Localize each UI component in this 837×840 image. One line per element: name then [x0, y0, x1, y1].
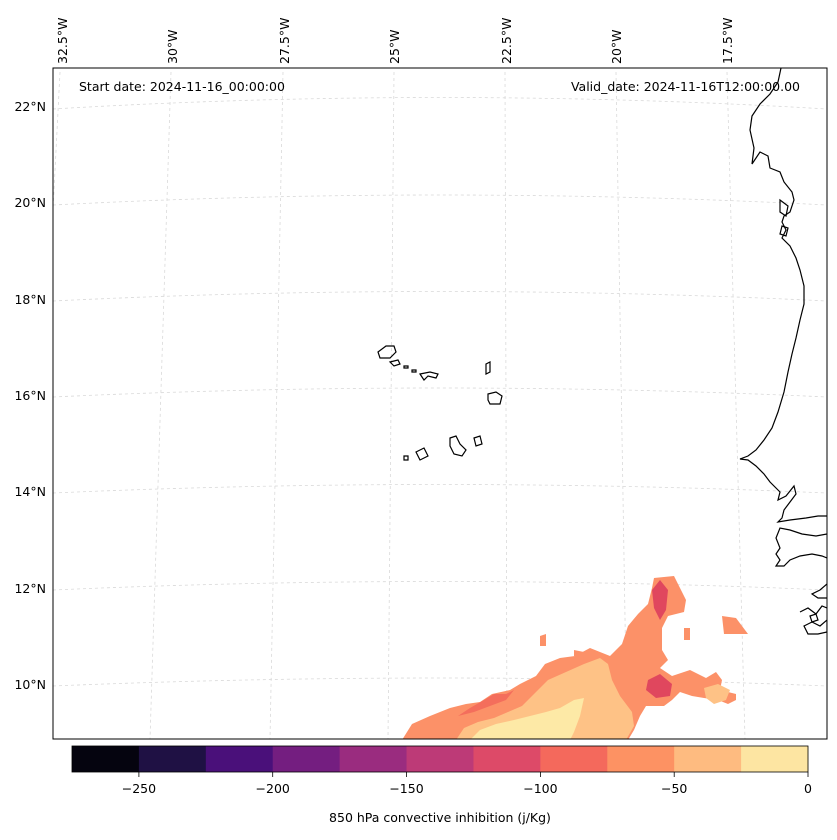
colorbar-bin	[540, 746, 608, 772]
colorbar-bin	[473, 746, 541, 772]
lon-label: 20°W	[609, 29, 624, 64]
longitude-labels: 32.5°W 30°W 27.5°W 25°W 22.5°W 20°W 17.5…	[55, 18, 735, 64]
lat-label: 18°N	[14, 292, 46, 307]
bijagos-islands	[809, 613, 819, 623]
colorbar-ticks	[138, 772, 809, 777]
colorbar-bin	[205, 746, 274, 772]
colorbar-bin	[406, 746, 474, 772]
cin-region-mid	[402, 576, 736, 739]
island-boa-vista	[487, 391, 503, 405]
lon-label: 30°W	[165, 29, 180, 64]
colorbar-bin	[607, 746, 675, 772]
colorbar: −250 −200 −150 −100 −50 0 850 hPa convec…	[71, 745, 812, 825]
island-sao-nicolau	[411, 369, 417, 373]
map-plot-area: Start date: 2024-11-16_00:00:00 Valid_da…	[53, 68, 827, 739]
graticule	[53, 71, 827, 739]
island-sal	[485, 361, 491, 375]
lat-label: 14°N	[14, 484, 46, 499]
lat-label: 22°N	[14, 99, 46, 114]
cin-region-mid-high	[458, 690, 514, 716]
colorbar-bin	[339, 746, 408, 772]
colorbar-label: 850 hPa convective inhibition (j/Kg)	[329, 810, 551, 825]
cin-field	[402, 576, 748, 739]
cin-region-very-low	[471, 698, 584, 739]
lat-label: 16°N	[14, 388, 46, 403]
island-sao-nicolau	[419, 371, 439, 381]
colorbar-bin	[138, 746, 207, 772]
colorbar-bin	[741, 746, 809, 772]
latitude-labels: 22°N 20°N 18°N 16°N 14°N 12°N 10°N	[14, 99, 46, 692]
colorbar-tick-label: −150	[389, 781, 423, 796]
lat-label: 20°N	[14, 195, 46, 210]
cin-region-mid	[574, 650, 584, 658]
lon-label: 27.5°W	[277, 18, 292, 64]
africa-coastline	[774, 527, 827, 567]
coastline	[739, 68, 827, 635]
lon-label: 17.5°W	[720, 18, 735, 64]
island-fogo	[415, 447, 429, 461]
coastal-island	[779, 198, 789, 217]
valid-date-label: Valid_date: 2024-11-16T12:00:00.00	[571, 79, 800, 94]
cin-region-high	[652, 580, 668, 620]
cin-region-high	[646, 674, 672, 698]
island-sao-vicente	[388, 359, 401, 367]
lon-label: 25°W	[387, 29, 402, 64]
africa-coastline	[739, 68, 827, 523]
africa-coastline	[810, 583, 827, 599]
lat-label: 10°N	[14, 677, 46, 692]
colorbar-bins	[72, 746, 809, 772]
africa-coastline	[803, 619, 827, 635]
start-date-label: Start date: 2024-11-16_00:00:00	[79, 79, 285, 94]
cin-region-low	[704, 684, 730, 704]
colorbar-tick-label: −50	[661, 781, 687, 796]
cin-region-mid	[540, 634, 546, 646]
cin-region-low	[456, 658, 634, 739]
cin-region-mid	[722, 616, 748, 634]
colorbar-bin	[72, 746, 140, 772]
island-santo-antao	[377, 345, 397, 359]
colorbar-bin	[272, 746, 341, 772]
colorbar-tick-labels: −250 −200 −150 −100 −50 0	[122, 781, 812, 796]
colorbar-tick-label: −100	[523, 781, 557, 796]
lon-label: 32.5°W	[55, 18, 70, 64]
coastal-island	[779, 225, 789, 237]
cin-region-mid	[684, 628, 690, 640]
cape-verde-islands	[377, 345, 503, 461]
lon-label: 22.5°W	[499, 18, 514, 64]
island-santa-luzia	[403, 365, 409, 369]
colorbar-frame	[71, 745, 809, 773]
colorbar-tick-label: −250	[122, 781, 156, 796]
map-frame	[52, 67, 828, 740]
colorbar-tick-label: −200	[256, 781, 290, 796]
island-maio	[473, 435, 483, 447]
island-santiago	[449, 435, 467, 457]
colorbar-bin	[674, 746, 742, 772]
island-brava	[403, 455, 409, 461]
colorbar-tick-label: 0	[804, 781, 812, 796]
lat-label: 12°N	[14, 581, 46, 596]
